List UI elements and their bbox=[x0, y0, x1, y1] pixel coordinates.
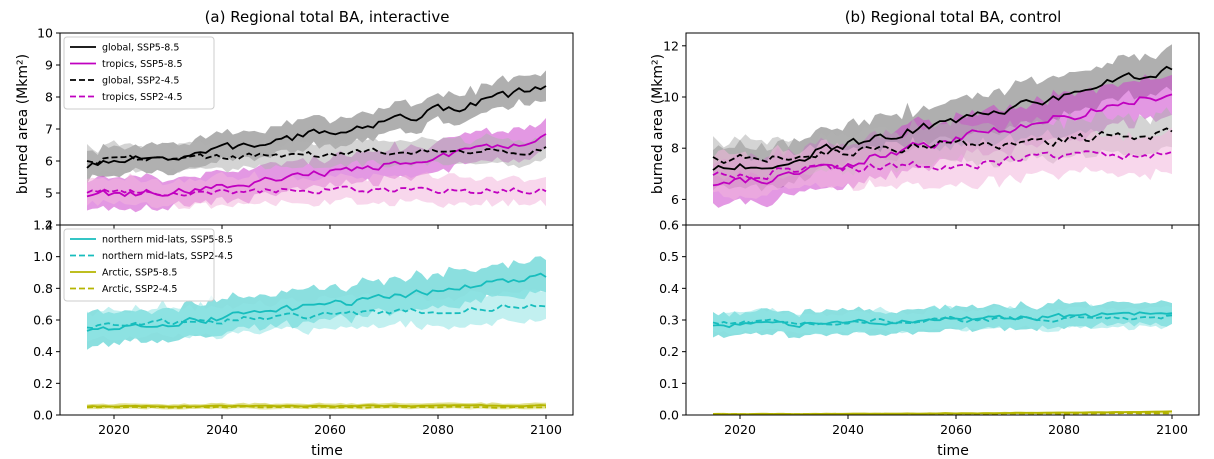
y-tick-label: 6 bbox=[45, 154, 53, 169]
panel-a-bottom-axes: 0.0 0.2 0.4 0.6 0.8 1.0 1.2 2020 2040 2060 2080 210… bbox=[33, 218, 574, 437]
legend-entry: global, SSP5-8.5 bbox=[102, 43, 179, 54]
panel-a-xlabel: time bbox=[311, 443, 343, 459]
x-tick-label: 2080 bbox=[1048, 422, 1080, 437]
legend-entry: tropics, SSP2-4.5 bbox=[102, 92, 183, 103]
series-line bbox=[712, 65, 1173, 171]
legend-entry: northern mid-lats, SSP2-4.5 bbox=[102, 251, 233, 262]
series-line bbox=[86, 272, 547, 332]
y-tick-label: 12 bbox=[663, 38, 679, 53]
y-tick-label: 0.0 bbox=[33, 408, 53, 423]
y-tick-label: 6 bbox=[671, 192, 679, 207]
y-tick-label: 1.0 bbox=[33, 249, 53, 264]
x-tick-label: 2060 bbox=[940, 422, 972, 437]
series-line bbox=[86, 185, 547, 197]
y-tick-label: 1.2 bbox=[33, 218, 53, 233]
uncertainty-band bbox=[87, 171, 546, 210]
y-tick-label: 0.6 bbox=[33, 313, 53, 328]
x-tick-label: 2020 bbox=[724, 422, 756, 437]
series-line bbox=[86, 133, 547, 198]
y-tick-label: 0.6 bbox=[659, 218, 679, 233]
y-tick-label: 10 bbox=[663, 90, 679, 105]
y-tick-label: 5 bbox=[45, 186, 53, 201]
x-tick-label: 2020 bbox=[98, 422, 130, 437]
panel-b-top-axes: 6 8 10 12 bbox=[663, 32, 1200, 229]
legend-entry: northern mid-lats, SSP5-8.5 bbox=[102, 235, 233, 246]
y-tick-label: 4 bbox=[45, 218, 53, 233]
legend-entry: Arctic, SSP5-8.5 bbox=[102, 268, 177, 279]
legend-entry: global, SSP2-4.5 bbox=[102, 76, 179, 87]
y-tick-label: 0.2 bbox=[659, 344, 679, 359]
series-line bbox=[712, 127, 1173, 164]
panel-b-title: (b) Regional total BA, control bbox=[845, 8, 1062, 26]
x-tick-label: 2080 bbox=[422, 422, 454, 437]
panel-b-xlabel: time bbox=[937, 443, 969, 459]
series-line bbox=[86, 403, 547, 408]
x-tick-label: 2040 bbox=[206, 422, 238, 437]
y-tick-label: 0.4 bbox=[659, 281, 679, 296]
y-tick-label: 0.4 bbox=[33, 344, 53, 359]
panel-b: (b) Regional total BA, control 6 8 10 12 0.… bbox=[650, 8, 1200, 459]
y-tick-label: 0.0 bbox=[659, 408, 679, 423]
series-line bbox=[713, 412, 1173, 416]
x-tick-label: 2060 bbox=[314, 422, 346, 437]
panel-a-title: (a) Regional total BA, interactive bbox=[205, 8, 450, 26]
x-tick-label: 2100 bbox=[1156, 422, 1188, 437]
panel-a: (a) Regional total BA, interactive 5 6 7 8 9… bbox=[15, 8, 574, 459]
uncertainty-band bbox=[87, 133, 546, 176]
series-line bbox=[712, 150, 1173, 181]
y-tick-label: 8 bbox=[45, 90, 53, 105]
uncertainty-band bbox=[87, 289, 546, 342]
legend-entry: Arctic, SSP2-4.5 bbox=[102, 284, 177, 295]
y-tick-label: 0.3 bbox=[659, 313, 679, 328]
panel-b-bottom-axes: 0.0 0.1 0.2 0.3 0.4 0.5 0.6 2020 2040 2060 2080 210… bbox=[659, 218, 1200, 437]
y-tick-label: 0.2 bbox=[33, 376, 53, 391]
panel-a-ylabel: burned area (Mkm²) bbox=[15, 54, 31, 194]
y-tick-label: 10 bbox=[37, 26, 53, 41]
y-tick-label: 0.5 bbox=[659, 249, 679, 264]
y-tick-label: 7 bbox=[45, 122, 53, 137]
series-line bbox=[86, 146, 547, 165]
y-tick-label: 9 bbox=[45, 58, 53, 73]
panel-a-top-axes: 5 6 7 8 9 10 4 global, SSP5-8.5 tropics, SSP5-8.… bbox=[37, 26, 574, 233]
panel-b-ylabel: burned area (Mkm²) bbox=[650, 54, 666, 194]
y-tick-label: 8 bbox=[671, 141, 679, 156]
x-tick-label: 2040 bbox=[832, 422, 864, 437]
x-tick-label: 2100 bbox=[530, 422, 562, 437]
legend-box bbox=[63, 36, 215, 110]
legend-entry: tropics, SSP5-8.5 bbox=[102, 59, 183, 70]
y-tick-label: 0.8 bbox=[33, 281, 53, 296]
series-line bbox=[86, 405, 547, 409]
y-tick-label: 0.1 bbox=[659, 376, 679, 391]
legend-box bbox=[63, 228, 215, 302]
series-line bbox=[712, 314, 1173, 326]
